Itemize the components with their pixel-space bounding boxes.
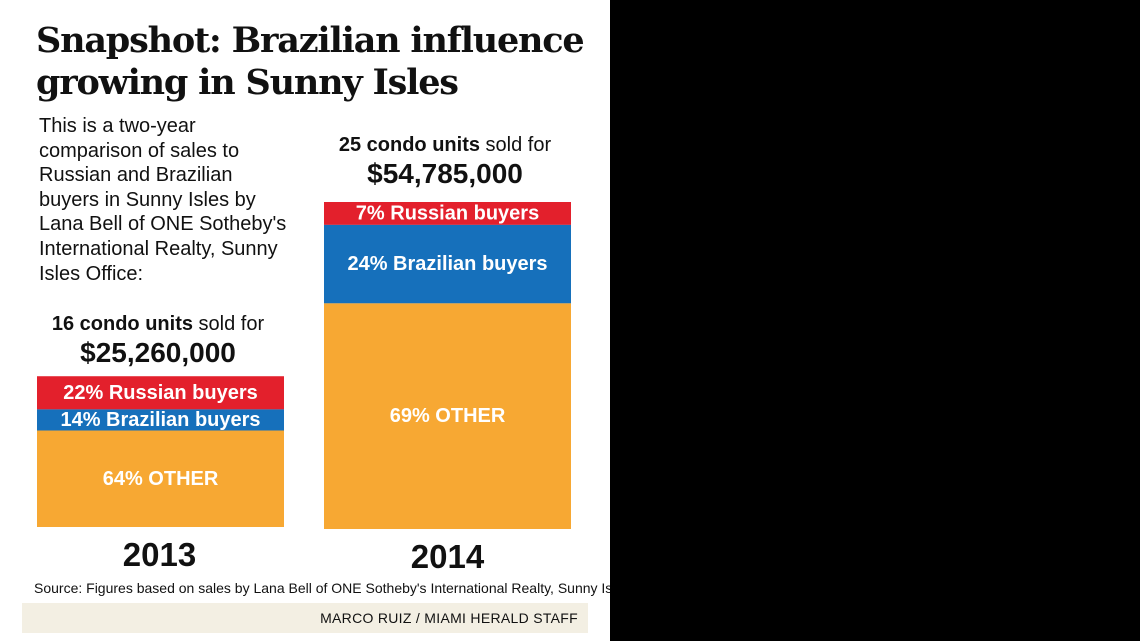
sale-amount-2014: $54,785,000 <box>367 158 523 189</box>
units-count-2014: 25 condo units <box>338 134 480 156</box>
units-count-2013: 16 condo units <box>51 313 193 335</box>
units-sold-2013: 16 condo units sold for <box>8 312 308 336</box>
sold-for-text-2013: sold for <box>192 313 265 335</box>
stacked-bar-chart: 22% Russian buyers 14% Brazilian buyers 64… <box>37 202 571 529</box>
bar-label-2014-brazilian: 24% Brazilian buyers <box>347 253 547 275</box>
units-sold-2014: 25 condo units sold for <box>295 133 595 157</box>
credit-bar: MARCO RUIZ / MIAMI HERALD STAFF <box>22 603 588 633</box>
chart-title: Snapshot: Brazilian influence growing in… <box>36 20 585 103</box>
bar-2013-other <box>37 430 284 527</box>
bar-2013-brazilian <box>37 409 284 431</box>
bar-2014-brazilian <box>324 224 571 304</box>
source-note: Source: Figures based on sales by Lana B… <box>34 580 610 596</box>
credit-text: MARCO RUIZ / MIAMI HERALD STAFF <box>320 610 578 626</box>
bar-label-2014-other: 69% OTHER <box>390 405 506 427</box>
bar-label-2013-russian: 22% Russian buyers <box>63 382 258 404</box>
bar-2013-russian <box>37 376 284 410</box>
year-label-2013: 2013 <box>122 536 197 573</box>
sale-amount-2013: $25,260,000 <box>80 337 236 368</box>
bar-label-2013-brazilian: 14% Brazilian buyers <box>60 409 260 431</box>
year-label-2014: 2014 <box>410 538 485 575</box>
infographic-panel: Snapshot: Brazilian influence growing in… <box>0 0 610 641</box>
bar-label-2014-russian: 7% Russian buyers <box>356 202 539 224</box>
intro-text: This is a two-year comparison of sales t… <box>39 115 287 285</box>
bar-2014-other <box>324 303 571 529</box>
bar-label-2013-other: 64% OTHER <box>103 468 219 490</box>
bar-2014-russian <box>324 202 571 225</box>
sold-for-text-2014: sold for <box>479 134 552 156</box>
